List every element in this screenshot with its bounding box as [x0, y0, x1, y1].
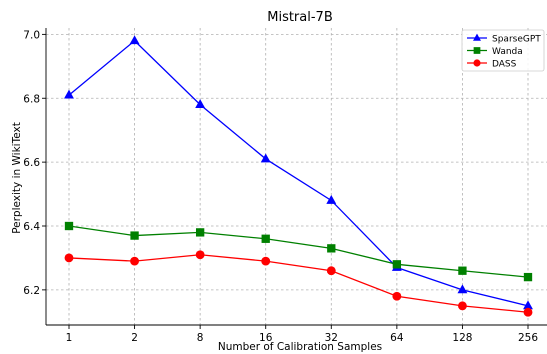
x-tick-label: 16: [259, 332, 273, 344]
data-point-sparsegpt: [326, 194, 337, 204]
x-tick-label: 1: [66, 332, 73, 344]
data-point-sparsegpt: [457, 284, 468, 294]
series-wanda: [64, 221, 533, 282]
data-point-dass: [261, 256, 271, 266]
data-point-sparsegpt: [260, 153, 271, 163]
data-point-wanda: [523, 272, 533, 282]
data-point-dass: [130, 256, 139, 266]
legend-marker-wanda: [473, 47, 481, 54]
y-tick-label: 6.8: [23, 93, 40, 105]
data-point-wanda: [458, 266, 467, 275]
y-tick-label: 6.6: [23, 157, 40, 169]
data-point-wanda: [327, 244, 336, 253]
data-point-sparsegpt: [195, 99, 206, 109]
legend-item-dass: DASS: [467, 59, 517, 69]
x-tick-label: 128: [452, 332, 472, 344]
series-line-dass: [68, 254, 529, 313]
y-axis-title: Perplexity in WikiText: [11, 122, 23, 234]
x-tick-label: 32: [325, 332, 338, 344]
grid: [46, 28, 547, 325]
data-point-dass: [195, 250, 205, 260]
legend-marker-dass: [473, 59, 481, 67]
y-tick-label: 7.0: [23, 29, 40, 41]
series-dass: [64, 250, 533, 317]
data-point-dass: [326, 266, 336, 276]
series-layer: [64, 35, 533, 317]
data-point-wanda: [392, 260, 402, 269]
data-point-sparsegpt: [64, 89, 74, 99]
legend-marker-sparsegpt: [473, 33, 481, 41]
legend-label: Wanda: [492, 47, 523, 57]
x-tick-label: 8: [197, 332, 204, 344]
legend-label: DASS: [492, 59, 517, 69]
data-point-sparsegpt: [129, 35, 140, 45]
x-tick-label: 256: [518, 332, 538, 344]
x-tick-label: 64: [390, 332, 404, 344]
legend-label: SparseGPT: [492, 34, 541, 44]
legend-frame: [461, 29, 545, 72]
x-axis-title: Number of Calibration Samples: [218, 341, 382, 353]
legend-item-wanda: Wanda: [467, 47, 523, 57]
series-line-wanda: [68, 225, 529, 278]
series-line-sparsegpt: [68, 39, 529, 307]
data-point-sparsegpt: [523, 300, 533, 310]
data-point-wanda: [130, 231, 139, 240]
data-point-dass: [392, 291, 402, 301]
x-tick-label: 2: [131, 332, 138, 344]
y-tick-label: 6.4: [23, 221, 40, 233]
data-point-dass: [458, 301, 467, 311]
legend-item-sparsegpt: SparseGPT: [467, 33, 541, 44]
y-tick-label: 6.2: [23, 285, 40, 297]
data-point-wanda: [64, 221, 74, 231]
legend: SparseGPT Wanda DASS: [461, 29, 545, 72]
chart-title: Mistral-7B: [267, 10, 333, 25]
data-point-dass: [64, 253, 74, 263]
data-point-wanda: [195, 228, 205, 237]
data-point-dass: [523, 307, 533, 317]
data-point-wanda: [261, 234, 270, 243]
